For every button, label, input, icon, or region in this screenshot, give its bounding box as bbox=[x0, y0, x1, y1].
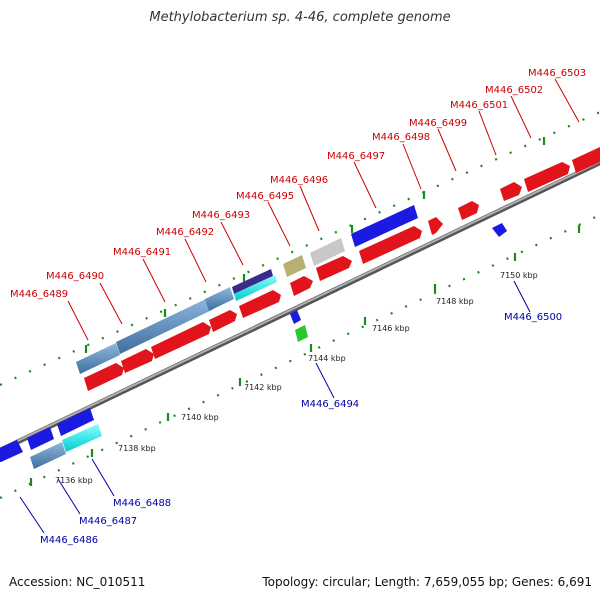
gene-label[interactable]: M446_6494 bbox=[301, 399, 359, 410]
gene-block[interactable] bbox=[76, 343, 120, 374]
gene-block[interactable] bbox=[492, 223, 507, 237]
kbp-tick-label: 7142 kbp bbox=[244, 383, 282, 392]
gene-block[interactable] bbox=[500, 182, 522, 201]
gene-label[interactable]: M446_6493 bbox=[192, 210, 250, 221]
gene-block[interactable] bbox=[0, 440, 23, 462]
map-title: Methylobacterium sp. 4-46, complete geno… bbox=[149, 10, 451, 25]
gene-label[interactable]: M446_6492 bbox=[156, 227, 214, 238]
kbp-tick-label: 7146 kbp bbox=[372, 324, 410, 333]
kbp-tick-label: 7150 kbp bbox=[500, 271, 538, 280]
kbp-tick-label: 7148 kbp bbox=[436, 297, 474, 306]
gene-label[interactable]: M446_6502 bbox=[485, 85, 543, 96]
gene-block[interactable] bbox=[30, 442, 66, 469]
gene-block[interactable] bbox=[295, 325, 308, 342]
gene-block[interactable] bbox=[316, 256, 352, 281]
kbp-tick-label: 7140 kbp bbox=[181, 413, 219, 422]
gene-label[interactable]: M446_6500 bbox=[504, 312, 562, 323]
gene-block[interactable] bbox=[234, 275, 277, 301]
gene-label[interactable]: M446_6487 bbox=[79, 516, 137, 527]
gene-block[interactable] bbox=[524, 162, 570, 192]
gene-block[interactable] bbox=[310, 238, 345, 266]
gene-block[interactable] bbox=[351, 205, 418, 247]
genome-backbone bbox=[0, 159, 600, 454]
gene-block[interactable] bbox=[458, 201, 479, 220]
outer-major-ticks bbox=[84, 137, 546, 353]
forward-gene-labels: M446_6489 M446_6490 M446_6491 M446_6492 … bbox=[10, 68, 586, 300]
reverse-gene-labels: M446_6486 M446_6487 M446_6488 M446_6494 … bbox=[40, 312, 562, 546]
gene-block[interactable] bbox=[290, 276, 313, 296]
gene-block[interactable] bbox=[205, 287, 234, 311]
kbp-tick-label: 7136 kbp bbox=[55, 476, 93, 485]
kbp-tick-label: 7144 kbp bbox=[308, 354, 346, 363]
reverse-leader-lines bbox=[19, 280, 531, 534]
gene-block[interactable] bbox=[232, 269, 273, 294]
gene-label[interactable]: M446_6491 bbox=[113, 247, 171, 258]
gene-block[interactable] bbox=[290, 310, 301, 324]
gene-block[interactable] bbox=[428, 217, 443, 235]
forward-strand-genes bbox=[76, 147, 600, 391]
gene-label[interactable]: M446_6489 bbox=[10, 289, 68, 300]
reverse-strand-genes bbox=[0, 223, 507, 469]
gene-label[interactable]: M446_6495 bbox=[236, 191, 294, 202]
gene-label[interactable]: M446_6488 bbox=[113, 498, 171, 509]
genome-summary-text: Topology: circular; Length: 7,659,055 bp… bbox=[262, 575, 592, 589]
gene-label[interactable]: M446_6498 bbox=[372, 132, 430, 143]
gene-block[interactable] bbox=[359, 226, 422, 264]
gene-block[interactable] bbox=[572, 147, 600, 173]
gene-block[interactable] bbox=[84, 363, 124, 391]
gene-block[interactable] bbox=[283, 255, 306, 277]
inner-major-ticks bbox=[29, 225, 581, 486]
gene-label[interactable]: M446_6486 bbox=[40, 535, 98, 546]
outer-tick-rail bbox=[0, 110, 600, 387]
accession-text: Accession: NC_010511 bbox=[9, 575, 146, 589]
gene-block[interactable] bbox=[239, 290, 281, 318]
gene-label[interactable]: M446_6503 bbox=[528, 68, 586, 79]
gene-label[interactable]: M446_6499 bbox=[409, 118, 467, 129]
gene-block[interactable] bbox=[57, 408, 94, 436]
gene-block[interactable] bbox=[62, 424, 102, 452]
forward-leader-lines bbox=[67, 78, 580, 341]
gene-block[interactable] bbox=[116, 297, 214, 354]
gene-block[interactable] bbox=[209, 310, 237, 332]
gene-block[interactable] bbox=[151, 322, 211, 359]
gene-label[interactable]: M446_6496 bbox=[270, 175, 328, 186]
gene-label[interactable]: M446_6490 bbox=[46, 271, 104, 282]
kbp-tick-label: 7138 kbp bbox=[118, 444, 156, 453]
gene-label[interactable]: M446_6501 bbox=[450, 100, 508, 111]
gene-label[interactable]: M446_6497 bbox=[327, 151, 385, 162]
gene-block[interactable] bbox=[121, 349, 154, 373]
kbp-tick-labels: 7136 kbp 7138 kbp 7140 kbp 7142 kbp 7144… bbox=[55, 271, 538, 485]
gene-block[interactable] bbox=[27, 427, 54, 450]
